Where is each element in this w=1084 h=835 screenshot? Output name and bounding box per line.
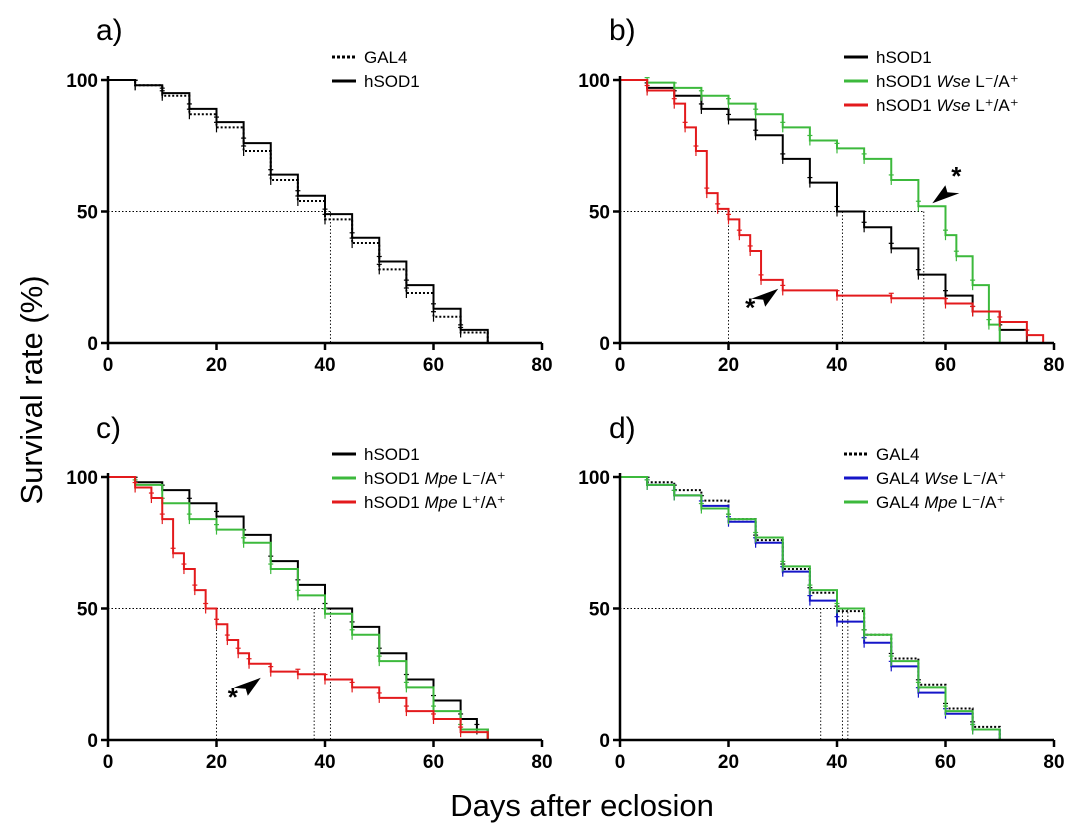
panel-label: c) bbox=[96, 412, 121, 445]
x-tick-label: 0 bbox=[615, 355, 626, 376]
x-tick-label: 80 bbox=[1043, 355, 1064, 376]
legend-entry: hSOD1 Mpe L⁻/A⁺ bbox=[364, 469, 506, 488]
x-tick-label: 40 bbox=[826, 355, 847, 376]
legend-entry: GAL4 bbox=[364, 48, 407, 67]
x-tick-label: 80 bbox=[531, 355, 552, 376]
x-tick-label: 80 bbox=[531, 752, 552, 773]
y-tick-label: 100 bbox=[578, 468, 610, 489]
y-tick-label: 100 bbox=[66, 468, 98, 489]
x-axis-title: Days after eclosion bbox=[450, 788, 714, 823]
significance-annotation: * bbox=[745, 288, 779, 323]
y-tick-label: 0 bbox=[599, 731, 610, 752]
x-tick-label: 20 bbox=[718, 355, 739, 376]
significance-annotation: * bbox=[932, 161, 962, 204]
y-tick-label: 50 bbox=[589, 203, 610, 224]
x-tick-label: 40 bbox=[826, 752, 847, 773]
series-line bbox=[108, 476, 489, 740]
panel-label: a) bbox=[96, 14, 123, 47]
y-tick-label: 100 bbox=[66, 71, 98, 92]
x-tick-label: 60 bbox=[935, 355, 956, 376]
x-tick-label: 80 bbox=[1043, 752, 1064, 773]
x-tick-label: 20 bbox=[718, 752, 739, 773]
panels: a) 0 50 100 0 20 40 60 80 GAL4 hSOD1 b) 0 50 100 0 20 40 6… bbox=[66, 14, 1064, 773]
x-tick-label: 40 bbox=[314, 752, 335, 773]
x-tick-label: 60 bbox=[423, 752, 444, 773]
y-tick-label: 0 bbox=[599, 334, 610, 355]
y-tick-label: 50 bbox=[77, 203, 98, 224]
legend-entry: GAL4 Mpe L⁻/A⁺ bbox=[876, 493, 1005, 512]
x-tick-label: 20 bbox=[206, 355, 227, 376]
arrowhead-icon bbox=[932, 185, 960, 204]
panel-3: c) 0 50 100 0 20 40 60 80 hSOD1 hSOD1 Mpe L⁻/A⁺ hSO… bbox=[66, 412, 552, 773]
legend-entry: hSOD1 bbox=[876, 48, 932, 67]
x-tick-label: 0 bbox=[103, 752, 114, 773]
asterisk-label: * bbox=[228, 682, 239, 712]
panel-label: d) bbox=[609, 412, 636, 445]
asterisk-label: * bbox=[745, 293, 756, 323]
arrowhead-icon bbox=[233, 677, 261, 696]
y-tick-label: 0 bbox=[87, 334, 98, 355]
significance-annotation: * bbox=[228, 677, 261, 712]
panel-1: a) 0 50 100 0 20 40 60 80 GAL4 hSOD1 bbox=[66, 14, 552, 376]
x-tick-label: 40 bbox=[314, 355, 335, 376]
legend-entry: hSOD1 Wse L⁻/A⁺ bbox=[876, 72, 1019, 91]
legend-entry: GAL4 Wse L⁻/A⁺ bbox=[876, 469, 1006, 488]
y-tick-label: 50 bbox=[77, 600, 98, 621]
x-tick-label: 0 bbox=[103, 355, 114, 376]
y-tick-label: 50 bbox=[589, 600, 610, 621]
y-tick-label: 100 bbox=[578, 71, 610, 92]
legend-entry: GAL4 bbox=[876, 445, 919, 464]
legend-entry: hSOD1 bbox=[364, 445, 420, 464]
panel-2: b) 0 50 100 0 20 40 60 80 hSOD1 hSOD1 Wse L⁻/A⁺ hSO… bbox=[578, 14, 1064, 376]
asterisk-label: * bbox=[951, 161, 962, 191]
legend-entry: hSOD1 bbox=[364, 72, 420, 91]
y-tick-label: 0 bbox=[87, 731, 98, 752]
x-tick-label: 0 bbox=[615, 752, 626, 773]
panel-label: b) bbox=[609, 14, 636, 47]
arrowhead-icon bbox=[751, 288, 779, 307]
panel-4: d) 0 50 100 0 20 40 60 80 GAL4 GAL4 Wse L⁻/A⁺ GAL4 … bbox=[578, 412, 1064, 773]
legend-entry: hSOD1 Wse L⁺/A⁺ bbox=[876, 96, 1019, 115]
legend-entry: hSOD1 Mpe L⁺/A⁺ bbox=[364, 493, 506, 512]
x-tick-label: 60 bbox=[423, 355, 444, 376]
x-tick-label: 60 bbox=[935, 752, 956, 773]
y-axis-title: Survival rate (%) bbox=[14, 275, 49, 504]
x-tick-label: 20 bbox=[206, 752, 227, 773]
series-line bbox=[108, 79, 489, 343]
